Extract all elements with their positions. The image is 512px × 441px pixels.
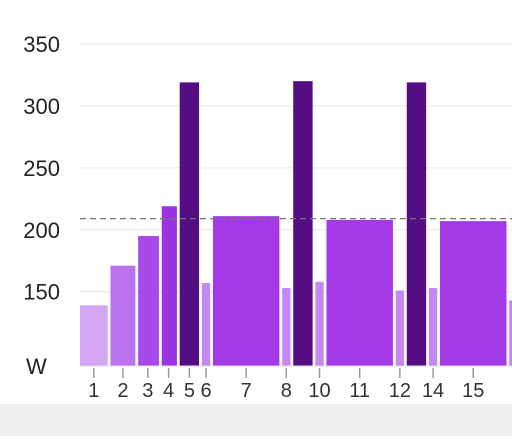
y-tick-label: 350	[23, 32, 60, 57]
x-tick-label: 6	[200, 380, 211, 402]
y-tick-label: 250	[23, 156, 60, 181]
x-tick-label: 11	[349, 380, 370, 402]
x-tick-label: 7	[241, 380, 252, 402]
x-tick-label: 12	[389, 380, 411, 402]
x-tick-label: 3	[142, 380, 153, 402]
bars-layer	[80, 81, 512, 367]
x-tick-label: 4	[163, 380, 174, 402]
bar	[406, 82, 427, 367]
footer-bar	[0, 404, 512, 436]
x-tick-label: 14	[422, 380, 444, 402]
bar	[110, 265, 136, 366]
bar	[326, 219, 393, 366]
x-tick-label: 10	[308, 380, 330, 402]
bar	[179, 82, 200, 367]
bar	[428, 287, 438, 366]
bar	[138, 235, 159, 366]
bar	[282, 287, 291, 366]
bar	[315, 281, 324, 366]
bar	[201, 283, 211, 366]
bar	[440, 221, 507, 366]
bar	[212, 216, 280, 366]
bar	[80, 305, 108, 366]
y-axis-unit-label: W	[26, 354, 47, 379]
bar	[293, 81, 313, 367]
x-tick-label: 8	[281, 380, 292, 402]
x-tick-label: 2	[117, 380, 128, 402]
x-tick-label: 15	[462, 380, 484, 402]
bar	[161, 206, 177, 366]
bar	[509, 300, 512, 366]
bar	[395, 290, 404, 366]
x-tick-label: 5	[184, 380, 195, 402]
x-tick-label: 1	[88, 380, 99, 402]
y-tick-label: 150	[23, 280, 60, 305]
y-tick-label: 200	[23, 218, 60, 243]
y-tick-label: 300	[23, 94, 60, 119]
